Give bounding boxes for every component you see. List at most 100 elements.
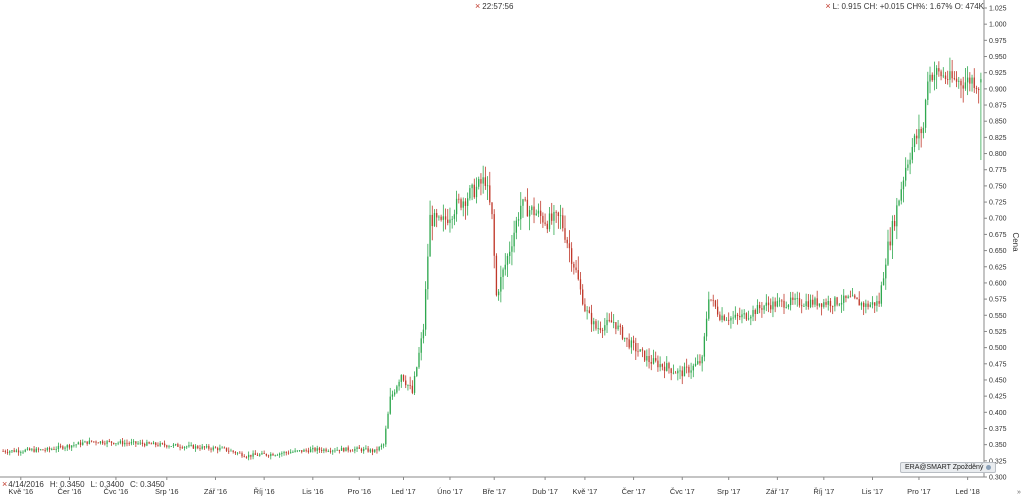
y-tick-label: 0.725 [989,200,1007,207]
candle-body [900,189,902,201]
data-source-badge[interactable]: ERA@SMART Zpožděný [900,462,997,473]
y-tick-label: 0.575 [989,297,1007,304]
candle-body [535,213,537,216]
candle-body [35,448,37,452]
y-tick-label: 0.900 [989,86,1007,93]
candle-body [659,364,661,368]
candle-body [442,216,444,220]
candle-body [444,216,447,220]
candle-body [274,455,276,456]
candle-body [197,446,199,449]
candle-body [137,443,139,445]
candle-body [825,302,827,305]
candle-body [626,337,628,340]
candle-body [836,297,838,305]
scroll-right-icon[interactable]: » [1017,489,1021,496]
candle-body [854,295,856,298]
candle-body [104,443,106,445]
candle-body [672,372,675,374]
candle-body [573,263,575,268]
candle-body [557,212,560,216]
candle-body [683,366,686,377]
close-crosshair-icon[interactable]: × [475,1,481,11]
candle-body [947,79,949,80]
candle-body [139,442,141,444]
candle-body [736,314,739,316]
candle-body [666,363,668,371]
candle-body [568,243,571,249]
candle-body [33,449,35,452]
candle-body [509,251,511,256]
candle-body [898,200,900,206]
candle-body [201,446,203,449]
candle-body [531,206,533,211]
y-tick-label: 0.800 [989,151,1007,158]
candle-body [796,298,798,299]
candle-body [135,441,137,444]
candle-body [648,355,650,363]
candle-body [347,447,349,451]
candle-body [593,321,595,325]
bar-close: C: 0.3450 [129,480,165,489]
candle-body [90,440,93,442]
candle-body [677,370,679,374]
candle-body [752,310,754,317]
x-tick-label: Lis '17 [862,487,883,496]
candle-body [909,159,911,165]
candle-body [369,449,371,452]
candle-body [668,363,670,369]
candle-body [420,338,422,353]
candle-body [911,147,913,160]
candle-body [882,278,885,286]
x-tick-label: Čvc '17 [670,487,695,496]
candle-body [869,304,871,307]
candle-body [610,320,613,323]
candle-body [356,447,358,449]
clock-readout: × 22:57:56 [475,1,513,11]
candle-body [307,450,310,453]
candle-body [604,325,606,331]
candle-body [161,443,164,445]
candle-body [818,303,821,306]
candle-body [212,447,214,450]
candle-body [409,385,411,386]
candle-body [944,75,947,80]
candle-body [141,442,144,444]
candle-body [148,442,150,444]
candle-body [655,358,657,361]
close-stats-icon[interactable]: × [825,1,831,11]
candle-body [338,449,341,451]
candle-body [71,445,73,448]
candle-body [566,239,568,244]
candle-body [433,213,436,227]
close-bar-info-icon[interactable]: × [2,479,8,489]
candle-body [367,448,369,452]
candle-body [205,446,208,448]
candle-body [670,368,672,374]
candle-body [517,219,520,221]
candle-body [708,299,710,319]
candle-body [582,289,584,305]
candle-body [575,267,577,271]
x-tick-label: Čer '16 [57,487,81,496]
x-tick-label: Říj '17 [813,487,834,496]
candle-body [340,447,343,451]
candle-body [192,445,195,449]
candle-body [241,453,243,457]
x-tick-label: Čvc '16 [104,487,129,496]
candle-body [699,361,701,364]
candle-body [53,449,55,450]
candle-body [502,269,504,277]
candle-body [772,301,774,310]
candle-body [245,456,248,458]
candle-body [692,365,694,371]
candle-body [163,443,166,446]
candle-body [462,201,464,208]
candle-body [542,215,544,223]
candle-body [203,446,206,448]
candle-body [564,228,566,240]
candle-body [893,221,896,227]
candle-body [537,210,540,214]
